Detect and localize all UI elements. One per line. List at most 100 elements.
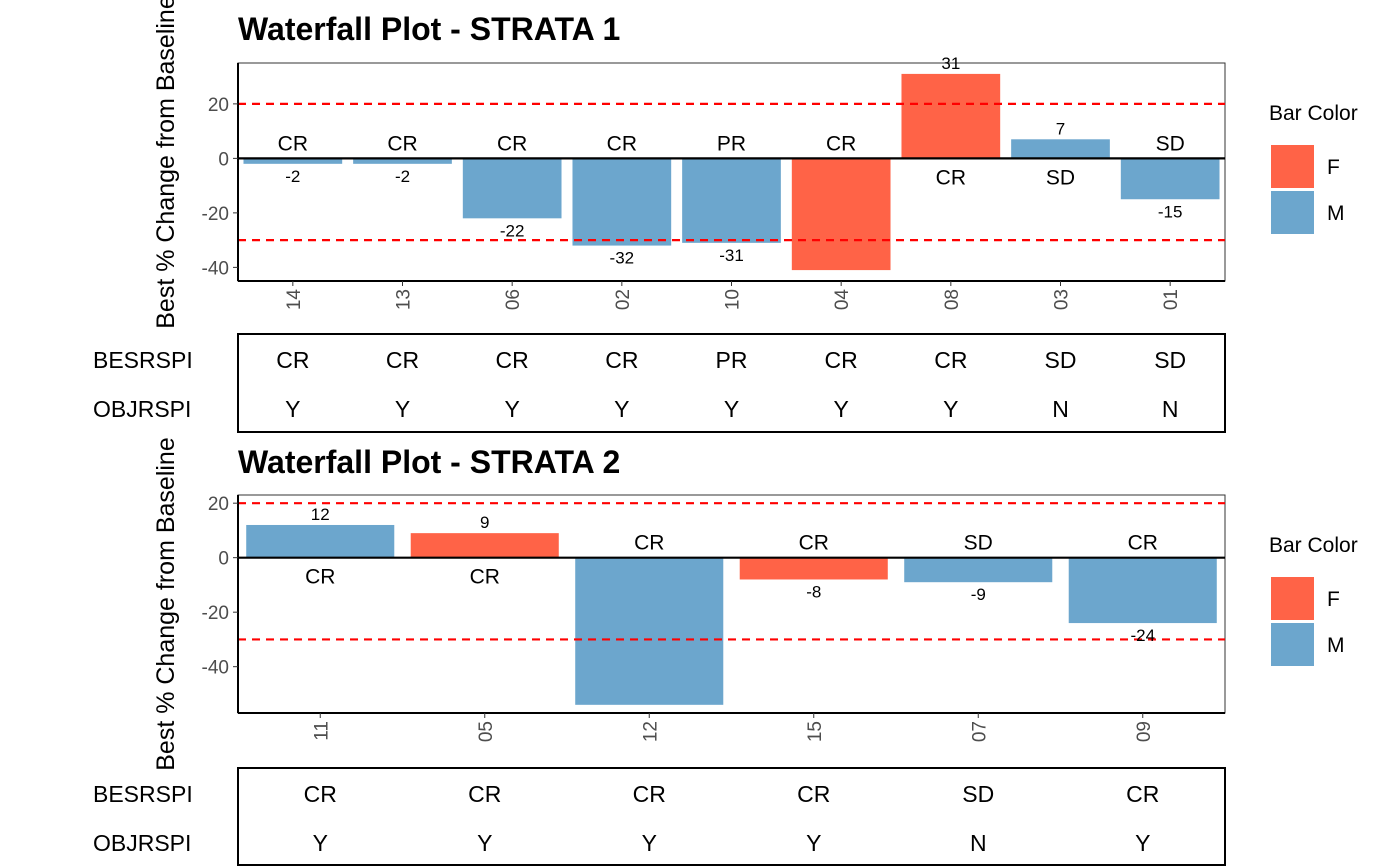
- y-axis-label: Best % Change from Baseline: [152, 0, 180, 329]
- x-tick-label: 10: [723, 289, 744, 310]
- legend-label-F: F: [1327, 588, 1340, 611]
- x-tick-label: 13: [394, 289, 415, 310]
- response-label: CR: [1128, 532, 1158, 555]
- x-tick-label: 08: [942, 289, 963, 310]
- table-cell: Y: [285, 396, 300, 422]
- table-cell: CR: [468, 781, 501, 807]
- value-label: -8: [806, 582, 821, 601]
- y-tick-label: 0: [218, 549, 229, 570]
- table-cell: N: [1162, 396, 1179, 422]
- table-cell: Y: [724, 396, 739, 422]
- table-cell: CR: [276, 347, 309, 373]
- table-cell: CR: [1126, 781, 1159, 807]
- bar-07: [904, 557, 1053, 583]
- value-label: 12: [311, 505, 330, 524]
- y-axis-label: Best % Change from Baseline: [152, 437, 180, 771]
- table-cell: N: [970, 830, 987, 856]
- x-tick-label: 15: [805, 721, 826, 742]
- table-cell: SD: [1154, 347, 1186, 373]
- table-row-label: OBJRSPI: [93, 396, 191, 422]
- response-label: CR: [799, 532, 829, 555]
- table-cell: SD: [962, 781, 994, 807]
- legend-swatch-M: [1271, 623, 1314, 666]
- bar-01: [1120, 158, 1220, 200]
- table-cell: CR: [605, 347, 638, 373]
- x-tick-label: 07: [969, 721, 990, 742]
- legend-label-M: M: [1327, 202, 1345, 225]
- response-label: CR: [305, 566, 335, 589]
- value-label: -2: [395, 167, 410, 186]
- y-tick-label: -40: [202, 658, 229, 679]
- bar-05: [410, 533, 559, 558]
- y-tick-label: 20: [208, 494, 229, 515]
- value-label: -2: [285, 167, 300, 186]
- response-label: CR: [470, 566, 500, 589]
- bar-08: [901, 73, 1001, 159]
- bar-09: [1068, 557, 1217, 624]
- response-label: CR: [387, 132, 417, 155]
- x-tick-label: 11: [311, 721, 332, 741]
- table-cell: Y: [943, 396, 958, 422]
- table-cell: Y: [833, 396, 848, 422]
- strata-2-panel: Waterfall Plot - STRATA 2 12 CR 9 CR CR -8 CR -9…: [93, 437, 1358, 866]
- table-row-label: BESRSPI: [93, 347, 193, 373]
- response-label: SD: [1046, 166, 1075, 189]
- legend-swatch-M: [1271, 191, 1314, 234]
- x-tick-label: 14: [284, 289, 305, 311]
- x-tick-label: 05: [476, 721, 497, 742]
- bar-11: [246, 524, 395, 558]
- bar-14: [243, 158, 343, 164]
- bar-06: [462, 158, 562, 219]
- response-label: SD: [1156, 132, 1185, 155]
- y-tick-label: -20: [202, 204, 229, 225]
- table-cell: Y: [313, 830, 328, 856]
- table-cell: Y: [614, 396, 629, 422]
- table-cell: Y: [1135, 830, 1150, 856]
- bar-04: [791, 158, 891, 271]
- response-label: CR: [607, 132, 637, 155]
- table-cell: CR: [825, 347, 858, 373]
- response-label: PR: [717, 132, 746, 155]
- response-label: CR: [826, 132, 856, 155]
- table-cell: SD: [1045, 347, 1077, 373]
- table-cell: Y: [642, 830, 657, 856]
- value-label: -32: [610, 249, 635, 268]
- bar-13: [353, 158, 452, 164]
- x-tick-label: 12: [640, 721, 661, 742]
- legend-swatch-F: [1271, 577, 1314, 620]
- x-tick-label: 04: [832, 289, 853, 311]
- response-label: SD: [964, 532, 993, 555]
- response-table-border: [237, 333, 1226, 433]
- legend-label-M: M: [1327, 634, 1345, 657]
- table-row-label: BESRSPI: [93, 781, 193, 807]
- x-tick-label: 03: [1052, 289, 1073, 310]
- table-cell: CR: [633, 781, 666, 807]
- legend-title: Bar Color: [1269, 102, 1358, 125]
- legend-title: Bar Color: [1269, 534, 1358, 557]
- response-label: CR: [634, 532, 664, 555]
- value-label: -15: [1158, 202, 1183, 221]
- table-cell: CR: [934, 347, 967, 373]
- response-label: CR: [936, 166, 966, 189]
- bar-03: [1011, 139, 1110, 159]
- value-label: 9: [480, 513, 489, 532]
- x-tick-label: 09: [1134, 721, 1155, 742]
- bar-10: [682, 158, 781, 243]
- value-label: 31: [941, 54, 960, 73]
- table-cell: Y: [477, 830, 492, 856]
- y-tick-label: -40: [202, 258, 229, 279]
- response-label: CR: [278, 132, 308, 155]
- table-cell: Y: [806, 830, 821, 856]
- bar-15: [739, 557, 888, 580]
- bar-02: [572, 158, 672, 246]
- table-cell: Y: [504, 396, 519, 422]
- table-cell: N: [1052, 396, 1069, 422]
- table-cell: CR: [797, 781, 830, 807]
- y-tick-label: -20: [202, 603, 229, 624]
- chart-title: Waterfall Plot - STRATA 1: [238, 11, 620, 47]
- response-table-border: [237, 767, 1226, 866]
- table-cell: CR: [496, 347, 529, 373]
- value-label: -31: [719, 246, 744, 265]
- legend-label-F: F: [1327, 156, 1340, 179]
